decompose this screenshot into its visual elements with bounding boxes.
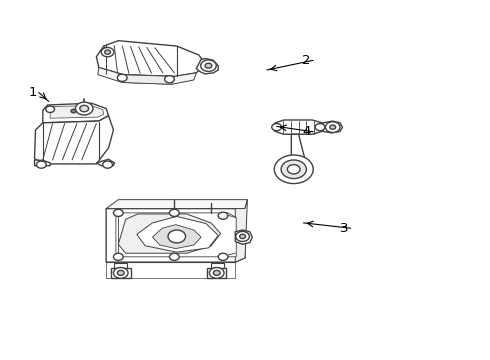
Polygon shape	[98, 67, 196, 84]
Polygon shape	[97, 159, 115, 166]
Circle shape	[103, 161, 113, 168]
Polygon shape	[235, 230, 252, 244]
Circle shape	[114, 253, 123, 260]
Circle shape	[168, 230, 186, 243]
Polygon shape	[97, 41, 206, 76]
Polygon shape	[235, 200, 247, 262]
Circle shape	[236, 231, 249, 242]
Polygon shape	[152, 225, 201, 249]
Circle shape	[80, 105, 89, 112]
Polygon shape	[211, 263, 223, 267]
Circle shape	[114, 267, 128, 278]
Circle shape	[315, 123, 325, 131]
Polygon shape	[111, 267, 130, 278]
Circle shape	[170, 253, 179, 260]
Polygon shape	[291, 134, 306, 166]
Circle shape	[205, 63, 212, 68]
Polygon shape	[34, 160, 50, 166]
Circle shape	[325, 122, 340, 132]
Polygon shape	[272, 120, 325, 134]
Circle shape	[209, 267, 224, 278]
Circle shape	[36, 161, 46, 168]
Circle shape	[281, 160, 306, 179]
Circle shape	[117, 270, 124, 275]
Circle shape	[240, 234, 245, 239]
Polygon shape	[106, 200, 247, 208]
Polygon shape	[50, 106, 104, 118]
Circle shape	[101, 48, 114, 57]
Circle shape	[170, 209, 179, 216]
Circle shape	[272, 123, 282, 131]
Polygon shape	[34, 116, 114, 164]
Circle shape	[114, 209, 123, 216]
Circle shape	[274, 155, 313, 184]
Circle shape	[201, 60, 216, 71]
Circle shape	[218, 212, 228, 219]
Text: 3: 3	[340, 222, 348, 235]
Polygon shape	[207, 267, 226, 278]
Polygon shape	[106, 208, 245, 262]
Circle shape	[46, 106, 54, 112]
Text: 2: 2	[302, 54, 311, 67]
Circle shape	[117, 74, 127, 81]
Circle shape	[330, 125, 336, 129]
Polygon shape	[323, 121, 343, 133]
Polygon shape	[115, 263, 127, 267]
Circle shape	[71, 109, 76, 113]
Polygon shape	[43, 103, 109, 123]
Polygon shape	[196, 59, 218, 74]
Circle shape	[288, 165, 300, 174]
Circle shape	[75, 102, 93, 115]
Text: 4: 4	[302, 125, 311, 138]
Polygon shape	[118, 75, 174, 84]
Circle shape	[165, 76, 174, 83]
Polygon shape	[137, 216, 218, 252]
Polygon shape	[116, 213, 236, 257]
Text: 1: 1	[28, 86, 37, 99]
Circle shape	[218, 253, 228, 260]
Polygon shape	[118, 214, 220, 253]
Circle shape	[213, 270, 220, 275]
Circle shape	[105, 50, 111, 54]
